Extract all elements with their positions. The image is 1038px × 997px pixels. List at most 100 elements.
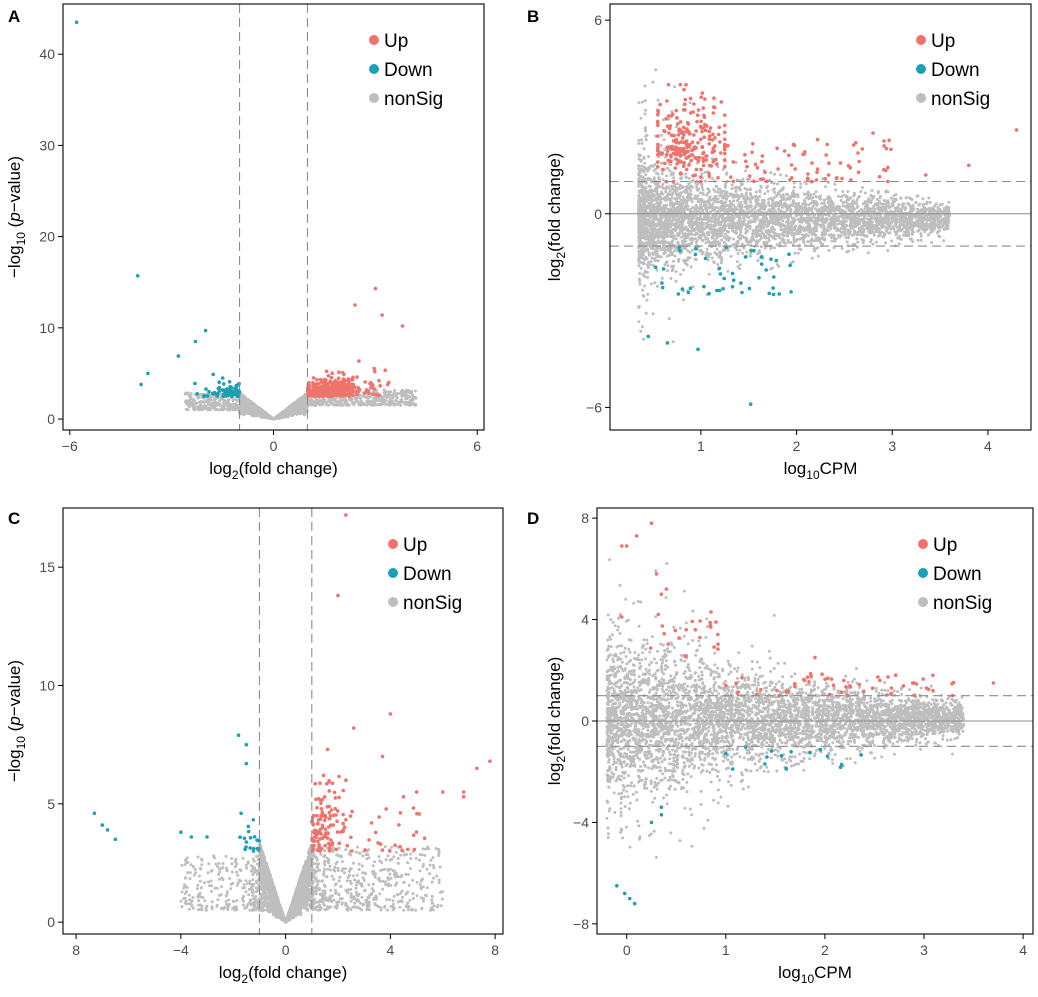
point-nonsig bbox=[644, 173, 648, 177]
point-nonsig bbox=[942, 239, 946, 243]
point-nonsig bbox=[357, 395, 360, 399]
point-nonsig bbox=[185, 401, 188, 405]
point-nonsig bbox=[212, 402, 216, 406]
point-nonsig bbox=[930, 241, 933, 244]
point-nonsig bbox=[756, 259, 760, 263]
point-nonsig bbox=[302, 398, 306, 402]
point-nonsig bbox=[231, 402, 235, 406]
y-tick-label: 0 bbox=[47, 411, 55, 427]
point-nonsig bbox=[689, 265, 693, 269]
point-nonsig bbox=[775, 263, 779, 266]
point-nonsig bbox=[779, 203, 783, 206]
point-nonsig bbox=[671, 340, 675, 344]
point-nonsig bbox=[235, 398, 239, 402]
point-nonsig bbox=[802, 198, 806, 202]
point-nonsig bbox=[921, 197, 925, 201]
point-nonsig bbox=[786, 192, 789, 196]
point-nonsig bbox=[637, 153, 641, 157]
point-nonsig bbox=[402, 401, 405, 404]
point-nonsig bbox=[806, 240, 810, 244]
point-nonsig bbox=[859, 190, 863, 194]
point-nonsig bbox=[332, 398, 336, 402]
point-nonsig bbox=[749, 251, 752, 255]
point-nonsig bbox=[741, 177, 745, 181]
point-nonsig bbox=[367, 402, 371, 406]
point-nonsig bbox=[391, 396, 395, 400]
point-nonsig bbox=[712, 260, 716, 264]
point-nonsig bbox=[243, 401, 247, 405]
point-nonsig bbox=[655, 268, 659, 272]
point-nonsig bbox=[899, 208, 903, 212]
point-nonsig bbox=[940, 202, 944, 206]
point-nonsig bbox=[855, 198, 859, 202]
point-up bbox=[347, 394, 351, 399]
point-up bbox=[311, 376, 316, 380]
point-nonsig bbox=[225, 400, 229, 403]
point-nonsig bbox=[872, 233, 876, 237]
point-nonsig bbox=[682, 268, 686, 272]
point-nonsig bbox=[745, 188, 749, 192]
point-nonsig bbox=[647, 155, 650, 158]
point-up bbox=[347, 380, 351, 384]
point-up bbox=[339, 382, 343, 387]
point-nonsig bbox=[668, 189, 672, 193]
point-nonsig bbox=[670, 269, 674, 273]
panel-letter: B bbox=[527, 7, 539, 26]
point-down bbox=[146, 371, 150, 376]
point-nonsig bbox=[215, 401, 219, 405]
point-up bbox=[311, 380, 315, 385]
point-nonsig bbox=[802, 239, 806, 243]
point-up bbox=[357, 359, 361, 363]
point-nonsig bbox=[886, 249, 890, 253]
point-nonsig bbox=[651, 80, 655, 84]
point-nonsig bbox=[299, 397, 303, 401]
point-nonsig bbox=[343, 399, 347, 403]
point-nonsig bbox=[300, 409, 304, 413]
point-nonsig bbox=[281, 412, 285, 416]
point-up bbox=[314, 393, 318, 397]
point-nonsig bbox=[231, 399, 235, 403]
point-nonsig bbox=[393, 388, 397, 392]
point-nonsig bbox=[774, 209, 778, 213]
point-nonsig bbox=[404, 393, 408, 397]
point-nonsig bbox=[337, 399, 341, 403]
point-nonsig bbox=[783, 241, 787, 245]
point-up bbox=[329, 385, 334, 390]
point-nonsig bbox=[876, 191, 880, 195]
point-nonsig bbox=[732, 199, 736, 203]
point-nonsig bbox=[643, 84, 647, 88]
point-nonsig bbox=[669, 277, 673, 280]
point-nonsig bbox=[302, 395, 306, 399]
point-nonsig bbox=[724, 200, 728, 204]
point-up bbox=[322, 378, 327, 382]
point-nonsig bbox=[639, 266, 643, 270]
point-nonsig bbox=[840, 246, 844, 250]
point-up bbox=[349, 387, 354, 391]
point-nonsig bbox=[660, 133, 663, 137]
point-down bbox=[220, 388, 225, 392]
point-nonsig bbox=[381, 397, 385, 401]
point-nonsig bbox=[899, 237, 903, 241]
point-nonsig bbox=[691, 223, 695, 227]
point-nonsig bbox=[227, 406, 231, 410]
point-nonsig bbox=[196, 406, 200, 410]
point-nonsig bbox=[688, 101, 692, 105]
point-nonsig bbox=[647, 253, 651, 257]
point-nonsig bbox=[763, 207, 767, 211]
point-up bbox=[334, 393, 339, 397]
point-nonsig bbox=[404, 397, 408, 401]
point-nonsig bbox=[413, 389, 417, 393]
point-down bbox=[74, 20, 79, 25]
point-nonsig bbox=[729, 255, 733, 258]
point-nonsig bbox=[654, 68, 658, 72]
point-nonsig bbox=[371, 403, 375, 407]
point-nonsig bbox=[716, 263, 720, 266]
point-nonsig bbox=[741, 251, 745, 255]
point-nonsig bbox=[852, 233, 856, 236]
point-nonsig bbox=[884, 241, 888, 245]
point-nonsig bbox=[799, 185, 803, 189]
point-nonsig bbox=[694, 214, 698, 217]
point-nonsig bbox=[918, 202, 922, 206]
point-nonsig bbox=[400, 394, 404, 398]
point-nonsig bbox=[863, 191, 867, 195]
